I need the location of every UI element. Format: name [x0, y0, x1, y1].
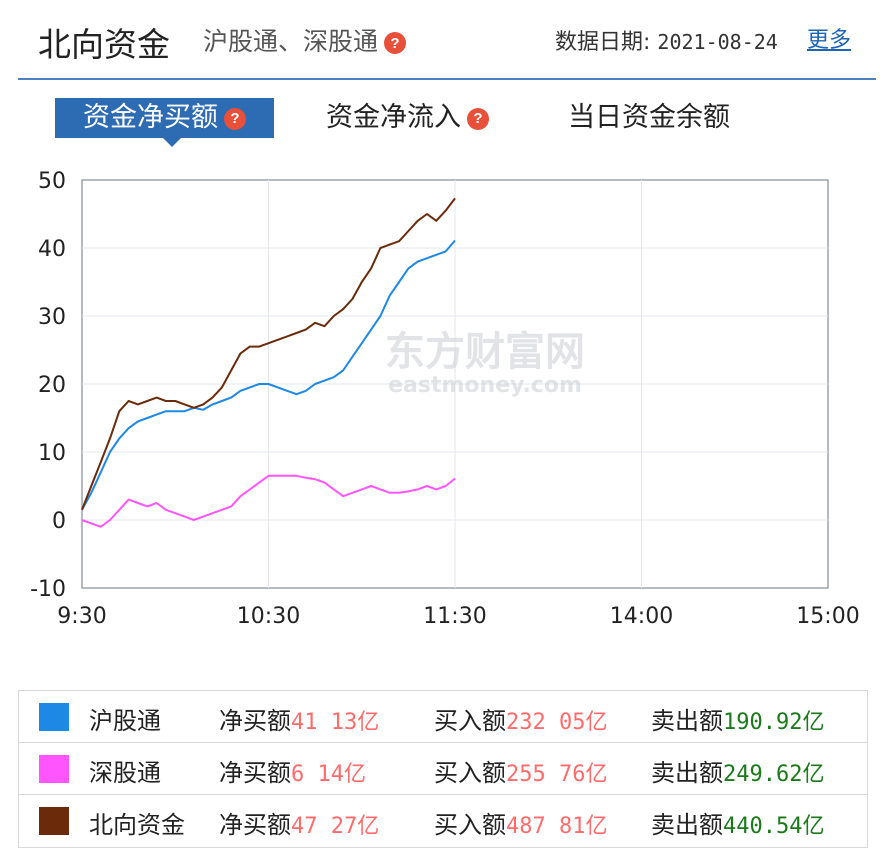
series-line-深股通 [81, 474, 456, 528]
net-buy-value: 47 27亿 [291, 814, 380, 839]
net-buy-label: 净买额 [219, 707, 291, 735]
y-tick-label: 30 [38, 305, 66, 330]
header-divider [18, 78, 876, 80]
x-tick-label: 14:00 [610, 604, 673, 629]
sell-amount-label: 卖出额 [651, 707, 723, 735]
data-date: 数据日期: 2021-08-24 [555, 24, 778, 56]
y-tick-label: -10 [30, 577, 66, 602]
legend-row: 沪股通 净买额41 13亿 买入额232 05亿 卖出额190.92亿 [19, 691, 867, 743]
sell-amount-value: 440.54亿 [723, 814, 825, 839]
y-tick-label: 0 [52, 509, 66, 534]
x-tick-label: 15:00 [796, 604, 859, 629]
date-label: 数据日期: [555, 30, 651, 55]
buy-amount-cell: 买入额255 76亿 [434, 753, 607, 788]
watermark-en: eastmoney.com [388, 373, 582, 398]
subtitle-text: 沪股通、深股通 [203, 27, 379, 56]
tab-net-buy[interactable]: 资金净买额? [55, 98, 274, 138]
series-name: 深股通 [89, 759, 161, 787]
sell-amount-value: 190.92亿 [723, 710, 825, 735]
page-title: 北向资金 [38, 25, 170, 64]
net-buy-value: 6 14亿 [291, 762, 366, 787]
tab-label: 资金净流入 [326, 102, 461, 133]
net-buy-label: 净买额 [219, 759, 291, 787]
line-chart: 50 40 30 20 10 0 -109:30 10:30 11:30 14:00 15:00 东方… [30, 169, 860, 629]
page-header: 北向资金 沪股通、深股通? 数据日期: 2021-08-24 更多 [0, 0, 894, 80]
buy-amount-label: 买入额 [434, 759, 506, 787]
buy-amount-value: 232 05亿 [506, 710, 608, 735]
legend-table: 沪股通 净买额41 13亿 买入额232 05亿 卖出额190.92亿 深股通 净买额6 … [18, 690, 868, 848]
legend-row: 北向资金 净买额47 27亿 买入额487 81亿 卖出额440.54亿 [19, 795, 867, 846]
buy-amount-label: 买入额 [434, 707, 506, 735]
x-tick-label: 11:30 [423, 604, 486, 629]
sell-amount-value: 249.62亿 [723, 762, 825, 787]
legend-row: 深股通 净买额6 14亿 买入额255 76亿 卖出额249.62亿 [19, 743, 867, 795]
tab-daily-balance[interactable]: 当日资金余额 [568, 98, 730, 138]
x-tick-label: 9:30 [57, 604, 106, 629]
series-swatch [39, 755, 69, 783]
x-tick-label: 10:30 [237, 604, 300, 629]
date-value: 2021-08-24 [657, 30, 778, 54]
buy-amount-value: 487 81亿 [506, 814, 608, 839]
help-icon[interactable]: ? [467, 107, 489, 130]
tab-net-inflow[interactable]: 资金净流入? [326, 98, 489, 138]
series-name: 沪股通 [89, 707, 161, 735]
series-name: 北向资金 [89, 811, 185, 839]
watermark-cn: 东方财富网 [385, 329, 585, 375]
series-line-沪股通 [81, 239, 456, 511]
y-tick-label: 50 [38, 169, 66, 194]
active-tab-caret [163, 138, 181, 147]
series-swatch [39, 703, 69, 731]
sell-amount-cell: 卖出额190.92亿 [651, 701, 824, 736]
net-buy-cell: 净买额47 27亿 [219, 805, 379, 840]
net-buy-label: 净买额 [219, 811, 291, 839]
tab-bar: 资金净买额? 资金净流入? 当日资金余额 [0, 98, 894, 148]
tab-label: 资金净买额 [83, 102, 218, 133]
sell-amount-label: 卖出额 [651, 811, 723, 839]
y-tick-label: 40 [38, 237, 66, 262]
net-buy-cell: 净买额6 14亿 [219, 753, 366, 788]
net-buy-value: 41 13亿 [291, 710, 380, 735]
buy-amount-value: 255 76亿 [506, 762, 608, 787]
help-icon[interactable]: ? [384, 32, 407, 54]
net-buy-cell: 净买额41 13亿 [219, 701, 379, 736]
series-line-北向资金 [81, 197, 456, 511]
series-swatch [39, 807, 69, 835]
buy-amount-cell: 买入额232 05亿 [434, 701, 607, 736]
buy-amount-cell: 买入额487 81亿 [434, 805, 607, 840]
sell-amount-cell: 卖出额249.62亿 [651, 753, 824, 788]
help-icon[interactable]: ? [224, 107, 246, 130]
y-tick-label: 10 [38, 441, 66, 466]
page-subtitle: 沪股通、深股通? [203, 22, 407, 58]
tab-label: 当日资金余额 [568, 102, 730, 133]
y-tick-label: 20 [38, 373, 66, 398]
more-link[interactable]: 更多 [807, 28, 852, 53]
sell-amount-cell: 卖出额440.54亿 [651, 805, 824, 840]
sell-amount-label: 卖出额 [651, 759, 723, 787]
buy-amount-label: 买入额 [434, 811, 506, 839]
